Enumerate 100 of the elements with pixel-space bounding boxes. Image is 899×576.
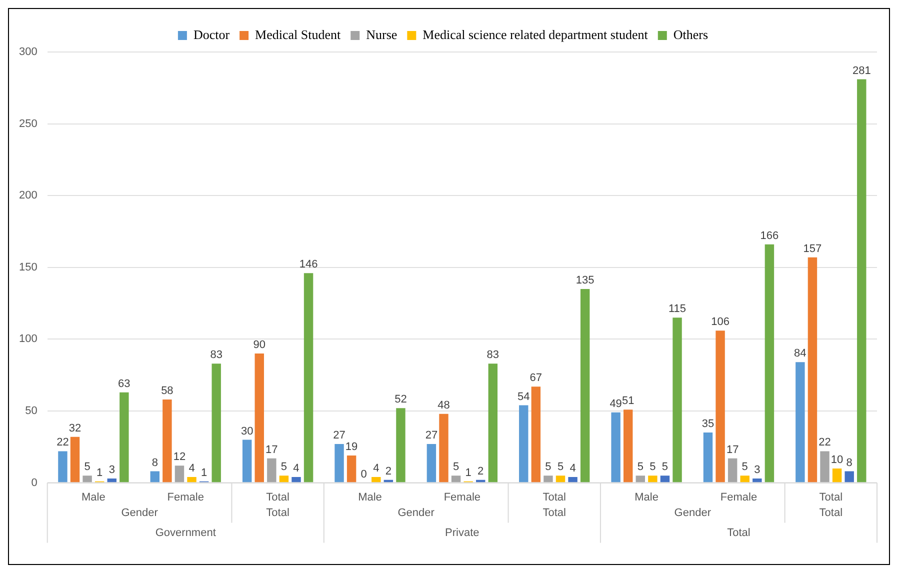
data-label: 1 <box>96 466 103 479</box>
bar <box>519 405 528 482</box>
text: Total <box>819 506 843 519</box>
data-label: 10 <box>830 454 844 466</box>
x-tick-label: Male <box>82 491 106 504</box>
data-label: 17 <box>266 444 278 456</box>
x-tick-label: Female <box>167 491 204 504</box>
data-label: 2 <box>478 465 484 478</box>
y-tick-label: 250 <box>18 118 38 130</box>
data-label: 146 <box>299 258 318 271</box>
x-tick-label: Total <box>819 491 843 504</box>
bar <box>58 451 68 482</box>
bar <box>648 476 658 482</box>
data-label: 83 <box>210 349 222 362</box>
data-label: 58 <box>161 385 174 398</box>
data-label: 5 <box>545 461 552 474</box>
y-tick-label: 100 <box>18 333 38 346</box>
y-tick-label: 50 <box>25 405 38 418</box>
data-label: 5 <box>637 461 644 474</box>
bar <box>242 440 252 482</box>
data-label: 3 <box>754 464 760 476</box>
legend-label: Medical Student <box>255 26 341 42</box>
data-label: 5 <box>84 461 90 474</box>
bar <box>304 273 314 482</box>
bar <box>150 471 160 482</box>
x-tick-label: Female <box>720 491 758 504</box>
bar <box>82 476 92 482</box>
data-label: 52 <box>394 394 407 406</box>
bar <box>580 288 590 482</box>
data-label: 8 <box>846 456 852 469</box>
x-tick-label: Total <box>266 491 290 504</box>
bar <box>716 330 725 482</box>
data-label: 135 <box>576 274 594 286</box>
data-label: 8 <box>152 456 158 469</box>
text: Total <box>542 506 566 519</box>
legend-label: Nurse <box>366 26 398 42</box>
data-label: 12 <box>173 451 186 464</box>
data-label: 5 <box>742 461 748 474</box>
bar <box>187 477 196 482</box>
bar <box>212 364 221 482</box>
data-label: 32 <box>68 422 82 434</box>
data-label: 1 <box>465 466 472 479</box>
data-label: 4 <box>293 462 300 475</box>
bar <box>279 476 289 482</box>
bar <box>334 444 344 482</box>
text: Gender <box>121 506 158 519</box>
data-label: 51 <box>622 395 634 408</box>
data-label: 49 <box>610 398 622 410</box>
data-label: 54 <box>518 390 530 403</box>
data-label: 0 <box>360 468 367 480</box>
x-tick-label: Male <box>634 491 658 504</box>
data-label: 90 <box>253 339 266 352</box>
data-label: 1 <box>201 466 208 479</box>
data-label: 48 <box>438 399 450 412</box>
bar <box>476 480 486 482</box>
data-label: 106 <box>711 316 730 328</box>
y-tick-label: 0 <box>31 476 38 489</box>
bar <box>267 458 276 482</box>
data-label: 157 <box>803 242 822 255</box>
y-tick-label: 150 <box>18 261 38 274</box>
y-tick-label: 300 <box>18 46 38 58</box>
bar <box>174 466 184 482</box>
bar <box>728 458 738 482</box>
text: Gender <box>398 506 435 519</box>
data-label: 5 <box>452 461 460 474</box>
bar <box>568 477 578 482</box>
x-tick-label: Male <box>358 491 382 504</box>
x-tick-label: Female <box>444 491 481 504</box>
bar <box>808 257 818 482</box>
data-label: 5 <box>650 461 656 474</box>
text: Total <box>727 526 750 539</box>
data-label: 4 <box>373 462 380 475</box>
bar <box>820 451 830 482</box>
bar <box>703 432 713 482</box>
bar <box>611 412 620 482</box>
data-label: 22 <box>56 436 69 449</box>
bar <box>544 476 553 482</box>
bar <box>660 476 670 482</box>
bar <box>844 471 854 482</box>
legend-label: Medical science related department student <box>422 26 648 42</box>
data-label: 4 <box>188 462 195 475</box>
data-label: 5 <box>662 461 668 474</box>
bar <box>636 476 646 482</box>
bar <box>857 79 866 482</box>
text: Gender <box>674 506 712 519</box>
bar <box>254 354 264 482</box>
bar <box>623 410 633 482</box>
bar <box>162 400 172 482</box>
bar <box>752 478 762 482</box>
bar <box>488 364 498 482</box>
data-label: 27 <box>425 430 438 442</box>
bar <box>292 477 301 482</box>
bar <box>556 476 566 482</box>
data-label: 35 <box>702 418 714 430</box>
data-label: 17 <box>726 444 739 456</box>
legend-label: Others <box>673 26 708 42</box>
x-tick-label: Total <box>542 491 566 504</box>
data-label: 84 <box>794 348 806 360</box>
bar <box>439 414 448 482</box>
data-label: 166 <box>760 230 779 242</box>
